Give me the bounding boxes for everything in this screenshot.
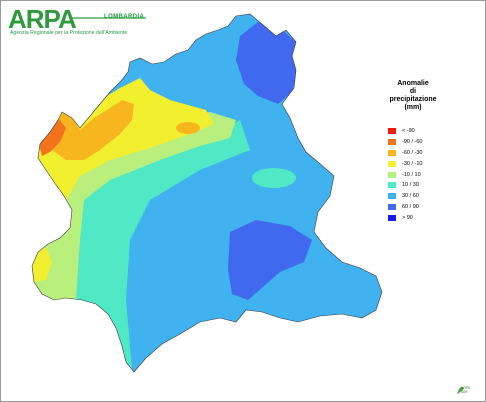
corner-mark-line: SIM [461, 390, 468, 394]
zone-10-30-east [252, 168, 296, 188]
legend-item: -60 / -30 [388, 148, 454, 159]
legend-label: 10 / 30 [402, 182, 419, 189]
logo-wordmark: ARPA [8, 4, 77, 34]
zone-minus60-minus30-east [176, 122, 200, 134]
legend-swatch [388, 182, 396, 189]
legend-item: -10 / 10 [388, 169, 454, 180]
legend-label: > 90 [402, 214, 413, 221]
legend-list: < -90 -90 / -60 -60 / -30 -30 / -10 -10 … [388, 126, 454, 223]
legend-item: 60 / 90 [388, 202, 454, 213]
legend-swatch [388, 214, 396, 221]
legend-label: -60 / -30 [402, 149, 423, 156]
legend-item: 10 / 30 [388, 180, 454, 191]
legend-item: -90 / -60 [388, 137, 454, 148]
arpa-logo: ARPA [8, 4, 146, 34]
legend-swatch [388, 160, 396, 167]
corner-mark-text: ARPA SIM [461, 386, 470, 394]
legend-item: -30 / -10 [388, 158, 454, 169]
legend-item: 30 / 60 [388, 191, 454, 202]
legend-label: 60 / 90 [402, 203, 419, 210]
zone-60-90-southeast [228, 220, 312, 300]
legend-item: < -90 [388, 126, 454, 137]
legend-title-line: precipitazione [389, 96, 437, 103]
legend-label: -10 / 10 [402, 171, 421, 178]
legend-title-line: (mm) [404, 104, 422, 111]
legend-title-line: di [409, 88, 417, 95]
leaf-icon [457, 386, 464, 394]
zone-60-90-north [236, 22, 298, 104]
region-outline [31, 13, 383, 373]
legend-swatch [388, 128, 396, 135]
legend-swatch [388, 203, 396, 210]
logo-subtitle: Agenzia Regionale per la Protezione dell… [10, 30, 128, 36]
legend-label: 30 / 60 [402, 193, 419, 200]
legend-label: -30 / -10 [402, 160, 423, 167]
zone-minus60-minus30 [48, 100, 134, 160]
legend-title-line: Anomalie [397, 80, 429, 87]
legend-label: -90 / -60 [402, 139, 423, 146]
legend-label: < -90 [402, 128, 415, 135]
legend-item: > 90 [388, 212, 454, 223]
legend-swatch [388, 139, 396, 146]
legend-swatch [388, 149, 396, 156]
logo-region: LOMBARDIA [104, 14, 145, 20]
corner-mark-line: ARPA [461, 386, 471, 390]
legend-swatch [388, 171, 396, 178]
map-legend: Anomalie di precipitazione (mm) < -90 -9… [384, 80, 454, 223]
legend-title: Anomalie di precipitazione (mm) [384, 80, 442, 112]
legend-swatch [388, 193, 396, 200]
